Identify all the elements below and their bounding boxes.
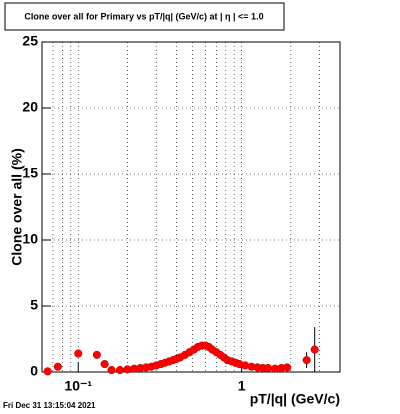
y-tick-label: 5: [30, 297, 38, 313]
x-tick-label: 1: [238, 378, 246, 394]
y-tick-label: 20: [22, 99, 38, 115]
x-tick-label: 10⁻¹: [64, 378, 92, 394]
data-point: [74, 349, 83, 358]
y-tick-label: 15: [22, 165, 38, 181]
plot-frame: [41, 41, 341, 373]
data-point: [53, 362, 62, 371]
data-point: [302, 356, 311, 365]
y-tick-label: 10: [22, 231, 38, 247]
data-point: [263, 363, 273, 373]
data-point: [123, 365, 132, 374]
title-box: [4, 2, 285, 31]
timestamp: Fri Dec 31 13:15:04 2021: [3, 401, 96, 410]
data-point: [43, 367, 52, 376]
y-tick-label: 25: [22, 33, 38, 49]
data-point: [100, 360, 109, 369]
x-axis-title: pT/|q| (GeV/c): [250, 391, 340, 407]
data-point: [92, 350, 101, 359]
data-point: [115, 365, 125, 375]
data-point: [107, 365, 116, 375]
data-point: [283, 363, 292, 372]
y-tick-label: 0: [30, 363, 38, 379]
data-point: [310, 345, 319, 354]
y-axis-title: Clone over all (%): [9, 148, 25, 265]
chart-title: Clone over all for Primary vs pT/|q| (Ge…: [24, 11, 263, 21]
